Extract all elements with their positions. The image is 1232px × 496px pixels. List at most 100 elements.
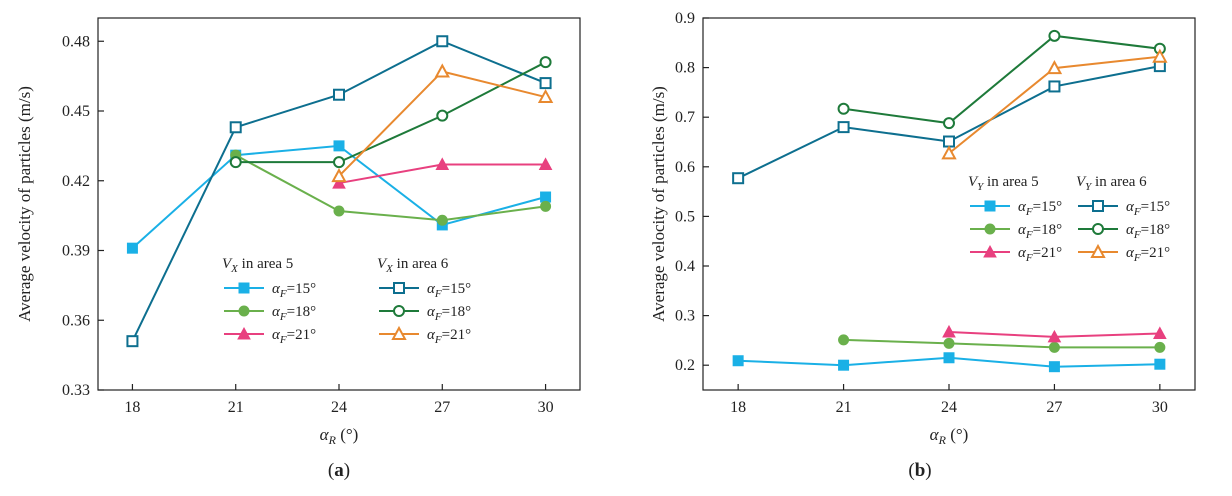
legend-entry: αF=18°	[1126, 222, 1170, 241]
legend-entry: αF=15°	[272, 281, 316, 300]
data-point	[1154, 341, 1166, 353]
legend-marker	[984, 223, 996, 235]
x-axis-label: αR (°)	[320, 425, 359, 447]
legend-marker	[238, 282, 250, 294]
data-point	[229, 156, 242, 169]
legend-entry: αF=21°	[272, 327, 316, 346]
legend-header: VX in area 6	[377, 256, 449, 275]
series-line	[235, 154, 546, 222]
data-point	[732, 355, 744, 367]
data-point	[943, 135, 955, 148]
data-point	[943, 117, 955, 130]
panel-label: (b)	[908, 460, 931, 481]
legend-marker	[1092, 200, 1104, 212]
data-point	[1048, 29, 1061, 42]
x-tick-label: 30	[1152, 399, 1168, 416]
data-point	[333, 140, 345, 152]
data-point	[126, 242, 138, 254]
data-point	[837, 102, 850, 115]
plot-frame	[97, 17, 581, 391]
y-tick-label: 0.7	[675, 109, 695, 126]
panel-a-chart: 18 21 24 27 30 0.33 0.36 0.39 0.42 0.45 0.48 Averag…	[15, 17, 581, 481]
legend: VX in area 5 VX in area 6 αF=15° αF=18° αF=2…	[222, 256, 471, 346]
x-tick-label: 24	[331, 399, 347, 416]
legend-marker	[391, 325, 407, 340]
x-tick-label: 21	[836, 399, 852, 416]
series-line	[843, 338, 1160, 349]
legend-marker	[393, 305, 405, 317]
data-point	[1048, 80, 1061, 93]
y-tick-label: 0.36	[62, 312, 90, 329]
data-point	[332, 176, 346, 189]
legend-entry: αF=18°	[272, 304, 316, 323]
data-point	[333, 205, 345, 217]
y-tick-label: 0.5	[675, 208, 695, 225]
data-point	[1048, 361, 1060, 373]
data-point	[732, 172, 745, 185]
legend-header: VY in area 5	[968, 174, 1039, 193]
data-point	[1046, 60, 1063, 75]
y-tick-label: 0.9	[675, 10, 695, 27]
x-tick-label: 27	[1046, 399, 1062, 416]
legend-marker	[984, 200, 996, 212]
y-tick-label: 0.39	[62, 243, 90, 260]
legend-marker	[393, 282, 405, 294]
legend-entry: αF=18°	[427, 304, 471, 323]
data-point	[333, 156, 345, 169]
data-point	[1154, 358, 1166, 370]
data-point	[436, 35, 449, 48]
y-tick-label: 0.45	[62, 103, 90, 120]
series-line	[235, 61, 547, 164]
legend-header: VX in area 5	[222, 256, 293, 275]
legend: VY in area 5 VY in area 6 αF=15° αF=18° αF=2…	[968, 174, 1170, 264]
legend-marker	[238, 305, 250, 317]
legend-entry: αF=15°	[427, 281, 471, 300]
data-point	[838, 359, 850, 371]
data-point	[229, 121, 242, 134]
data-point	[539, 56, 552, 69]
legend-header: VY in area 6	[1076, 174, 1147, 193]
panel-b-chart: 18 21 24 27 30 0.2 0.3 0.4 0.5 0.6 0.7 0.8 0.9 Averag…	[649, 10, 1196, 481]
data-point	[331, 168, 347, 183]
data-point	[539, 77, 552, 90]
x-axis-label: αR (°)	[930, 425, 969, 447]
data-point	[838, 334, 850, 346]
data-point	[837, 121, 850, 134]
data-point	[435, 157, 450, 170]
y-axis-label: Average velocity of particles (m/s)	[649, 86, 668, 322]
x-tick-label: 27	[434, 399, 450, 416]
data-point	[126, 335, 139, 348]
x-tick-label: 18	[124, 399, 140, 416]
data-point	[1152, 48, 1168, 63]
legend-entry: αF=18°	[1018, 222, 1062, 241]
data-point	[333, 88, 345, 101]
data-point	[538, 157, 553, 170]
y-tick-label: 0.48	[62, 33, 90, 50]
data-point	[434, 63, 450, 78]
legend-entry: αF=21°	[1126, 245, 1170, 264]
legend-entry: αF=21°	[427, 327, 471, 346]
data-point	[943, 352, 955, 364]
y-tick-label: 0.2	[675, 357, 695, 374]
x-tick-label: 18	[730, 399, 746, 416]
data-point	[1048, 341, 1060, 353]
legend-entry: αF=21°	[1018, 245, 1062, 264]
data-point	[943, 337, 955, 349]
y-tick-label: 0.3	[675, 308, 695, 325]
y-tick-label: 0.33	[62, 382, 90, 399]
data-point	[436, 109, 449, 122]
series-line	[843, 34, 1160, 125]
y-axis-label: Average velocity of particles (m/s)	[15, 86, 34, 322]
panel-label: (a)	[328, 460, 350, 481]
legend-marker	[983, 244, 997, 258]
legend-marker	[237, 326, 251, 340]
legend-marker	[1092, 223, 1104, 235]
legend-entry: αF=15°	[1018, 199, 1062, 218]
x-tick-label: 21	[228, 399, 244, 416]
y-tick-label: 0.42	[62, 173, 90, 190]
x-tick-label: 30	[538, 399, 554, 416]
data-point	[537, 88, 554, 104]
data-point	[540, 191, 552, 203]
legend-marker	[1090, 243, 1106, 258]
